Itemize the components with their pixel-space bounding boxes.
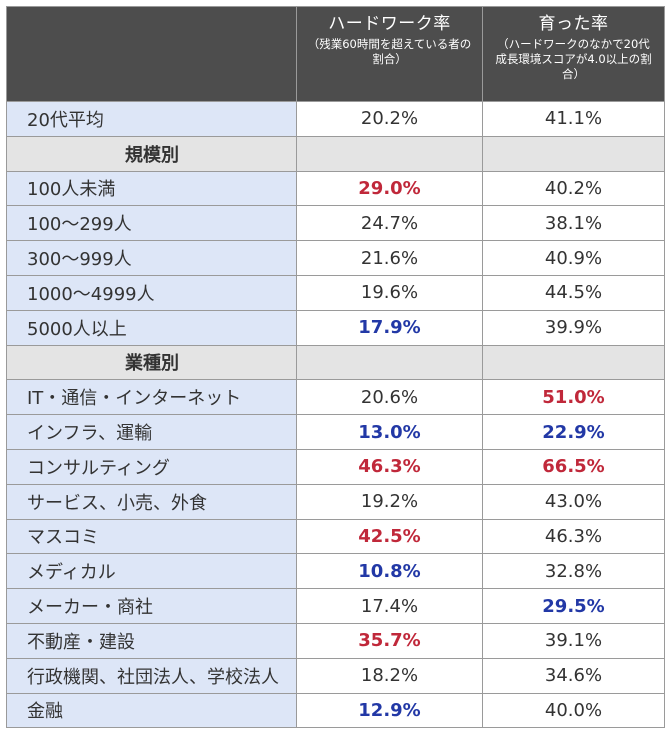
hardwork-rate-value: 46.3% bbox=[296, 448, 483, 485]
header-hardwork-subtitle: （残業60時間を超えている者の割合） bbox=[307, 37, 472, 66]
header-growth-subtitle: （ハードワークのなかで20代成長環境スコアが4.0以上の割合） bbox=[495, 37, 652, 81]
table-row: メディカル 10.8% 32.8% bbox=[6, 553, 665, 590]
row-label: インフラ、運輸 bbox=[6, 414, 297, 450]
section-label: 業種別 bbox=[6, 344, 297, 381]
growth-rate-value: 32.8% bbox=[482, 553, 665, 590]
growth-rate-value: 40.9% bbox=[482, 240, 665, 276]
row-label: メディカル bbox=[6, 553, 297, 590]
row-label: 行政機関、社団法人、学校法人 bbox=[6, 657, 297, 694]
row-label: 300〜999人 bbox=[6, 240, 297, 276]
table-container: ハードワーク率 （残業60時間を超えている者の割合） 育った率 （ハードワークの… bbox=[6, 6, 665, 729]
table-row: 1000〜4999人 19.6% 44.5% bbox=[6, 274, 665, 311]
hardwork-rate-value: 20.6% bbox=[296, 379, 483, 416]
table-row: メーカー・商社 17.4% 29.5% bbox=[6, 588, 665, 624]
table-row: サービス、小売、外食 19.2% 43.0% bbox=[6, 483, 665, 520]
table-row: 20代平均 20.2% 41.1% bbox=[6, 101, 665, 137]
growth-rate-value: 44.5% bbox=[482, 274, 665, 311]
section-empty-cell bbox=[482, 344, 665, 381]
hardwork-rate-value: 29.0% bbox=[296, 170, 483, 207]
row-label: 金融 bbox=[6, 692, 297, 729]
hardwork-rate-value: 42.5% bbox=[296, 518, 483, 555]
hardwork-rate-value: 12.9% bbox=[296, 692, 483, 729]
section-row: 規模別 bbox=[6, 135, 665, 172]
growth-rate-value: 34.6% bbox=[482, 657, 665, 694]
hardwork-rate-value: 10.8% bbox=[296, 553, 483, 590]
row-label: 不動産・建設 bbox=[6, 622, 297, 659]
hardwork-rate-value: 35.7% bbox=[296, 622, 483, 659]
growth-rate-value: 39.1% bbox=[482, 622, 665, 659]
growth-rate-value: 66.5% bbox=[482, 448, 665, 485]
growth-rate-value: 40.2% bbox=[482, 170, 665, 207]
hardwork-rate-value: 18.2% bbox=[296, 657, 483, 694]
row-label: IT・通信・インターネット bbox=[6, 379, 297, 416]
row-label: 100人未満 bbox=[6, 170, 297, 207]
table-row: IT・通信・インターネット 20.6% 51.0% bbox=[6, 379, 665, 416]
row-label: マスコミ bbox=[6, 518, 297, 555]
header-growth-rate: 育った率 （ハードワークのなかで20代成長環境スコアが4.0以上の割合） bbox=[482, 6, 665, 102]
table-row: 100人未満 29.0% 40.2% bbox=[6, 170, 665, 207]
section-empty-cell bbox=[482, 135, 665, 172]
table-row: 300〜999人 21.6% 40.9% bbox=[6, 240, 665, 276]
table-header: ハードワーク率 （残業60時間を超えている者の割合） 育った率 （ハードワークの… bbox=[6, 6, 665, 102]
header-growth-title: 育った率 bbox=[538, 14, 609, 34]
row-label: メーカー・商社 bbox=[6, 588, 297, 624]
table-row: 5000人以上 17.9% 39.9% bbox=[6, 309, 665, 346]
growth-rate-value: 40.0% bbox=[482, 692, 665, 729]
hardwork-rate-value: 19.2% bbox=[296, 483, 483, 520]
table-row: 100〜299人 24.7% 38.1% bbox=[6, 205, 665, 242]
row-label: 20代平均 bbox=[6, 101, 297, 137]
table-row: マスコミ 42.5% 46.3% bbox=[6, 518, 665, 555]
growth-rate-value: 43.0% bbox=[482, 483, 665, 520]
header-blank-cell bbox=[6, 6, 297, 102]
row-label: 1000〜4999人 bbox=[6, 274, 297, 311]
hardwork-rate-value: 17.4% bbox=[296, 588, 483, 624]
hardwork-rate-value: 24.7% bbox=[296, 205, 483, 242]
section-empty-cell bbox=[296, 344, 483, 381]
table-body: 20代平均 20.2% 41.1% 規模別 100人未満 29.0% 40.2% 100〜29… bbox=[6, 101, 665, 729]
table-row: 不動産・建設 35.7% 39.1% bbox=[6, 622, 665, 659]
growth-rate-value: 46.3% bbox=[482, 518, 665, 555]
section-empty-cell bbox=[296, 135, 483, 172]
growth-rate-value: 51.0% bbox=[482, 379, 665, 416]
row-label: コンサルティング bbox=[6, 448, 297, 485]
row-label: 5000人以上 bbox=[6, 309, 297, 346]
hardwork-rate-value: 19.6% bbox=[296, 274, 483, 311]
growth-rate-value: 22.9% bbox=[482, 414, 665, 450]
hardwork-rate-value: 20.2% bbox=[296, 101, 483, 137]
header-hardwork-title: ハードワーク率 bbox=[328, 14, 451, 34]
growth-rate-value: 39.9% bbox=[482, 309, 665, 346]
growth-rate-value: 41.1% bbox=[482, 101, 665, 137]
table-row: 金融 12.9% 40.0% bbox=[6, 692, 665, 729]
section-row: 業種別 bbox=[6, 344, 665, 381]
table-row: インフラ、運輸 13.0% 22.9% bbox=[6, 414, 665, 450]
table-row: コンサルティング 46.3% 66.5% bbox=[6, 448, 665, 485]
row-label: サービス、小売、外食 bbox=[6, 483, 297, 520]
hardwork-rate-value: 21.6% bbox=[296, 240, 483, 276]
hardwork-rate-value: 13.0% bbox=[296, 414, 483, 450]
row-label: 100〜299人 bbox=[6, 205, 297, 242]
growth-rate-value: 29.5% bbox=[482, 588, 665, 624]
hardwork-rate-value: 17.9% bbox=[296, 309, 483, 346]
table-row: 行政機関、社団法人、学校法人 18.2% 34.6% bbox=[6, 657, 665, 694]
header-hardwork-rate: ハードワーク率 （残業60時間を超えている者の割合） bbox=[296, 6, 483, 102]
section-label: 規模別 bbox=[6, 135, 297, 172]
data-table: ハードワーク率 （残業60時間を超えている者の割合） 育った率 （ハードワークの… bbox=[6, 6, 665, 729]
growth-rate-value: 38.1% bbox=[482, 205, 665, 242]
